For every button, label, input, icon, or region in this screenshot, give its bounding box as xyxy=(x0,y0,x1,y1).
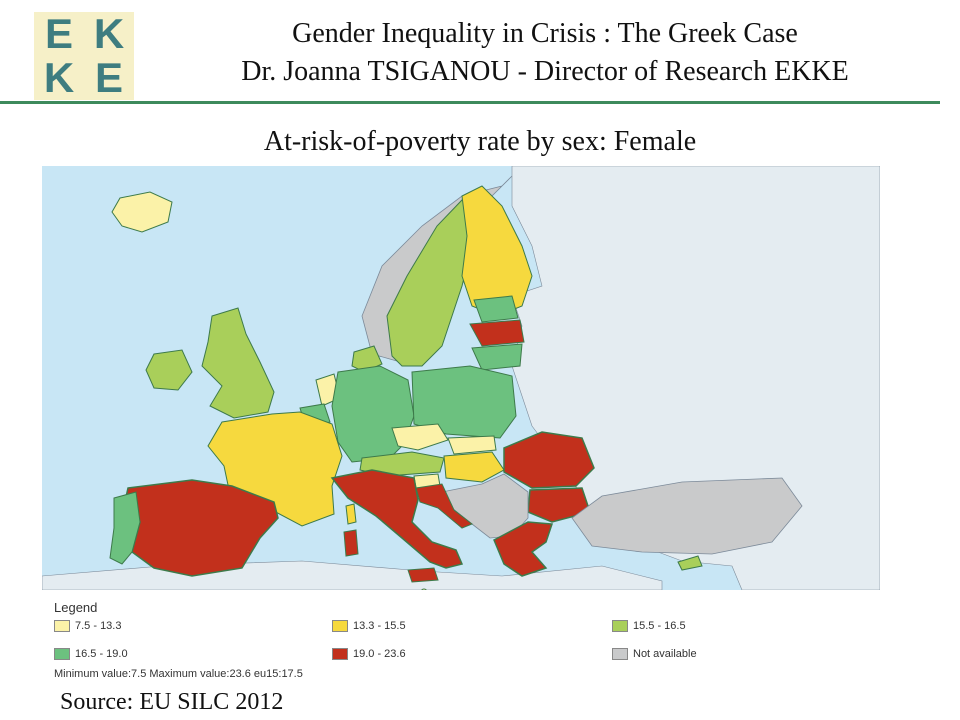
legend-label: 15.5 - 16.5 xyxy=(633,620,686,632)
legend-label: 19.0 - 23.6 xyxy=(353,648,406,660)
country-romania xyxy=(503,431,595,489)
legend-item: 16.5 - 19.0 xyxy=(54,648,128,660)
country-latvia xyxy=(469,319,525,347)
country-hungary xyxy=(443,451,505,483)
country-portugal xyxy=(109,491,141,565)
legend-item: 13.3 - 15.5 xyxy=(332,620,406,632)
logo-letter: K xyxy=(43,54,75,101)
header-divider xyxy=(0,101,940,104)
slide-title: Gender Inequality in Crisis : The Greek … xyxy=(292,18,798,49)
logo-letter: E xyxy=(44,10,73,57)
country-italy-sicily xyxy=(407,567,439,583)
country-czech-republic xyxy=(391,423,449,451)
country-cyprus xyxy=(677,555,703,571)
legend-swatch xyxy=(612,648,628,660)
country-france-corsica xyxy=(345,503,357,525)
country-germany xyxy=(331,365,415,463)
country-estonia xyxy=(473,295,519,323)
legend-item: 19.0 - 23.6 xyxy=(332,648,406,660)
legend-item: 7.5 - 13.3 xyxy=(54,620,121,632)
logo-letter: K xyxy=(93,10,125,57)
legend-note: Minimum value:7.5 Maximum value:23.6 eu1… xyxy=(54,668,303,680)
legend-swatch xyxy=(612,620,628,632)
country-iceland xyxy=(111,191,173,233)
legend-swatch xyxy=(54,620,70,632)
europe-map xyxy=(42,166,880,590)
slide-subtitle: Dr. Joanna TSIGANOU - Director of Resear… xyxy=(241,56,849,87)
map-legend: Legend 7.5 - 13.3 13.3 - 15.5 15.5 - 16.… xyxy=(42,596,880,682)
legend-label: 13.3 - 15.5 xyxy=(353,620,406,632)
legend-title: Legend xyxy=(54,600,98,615)
legend-item: 15.5 - 16.5 xyxy=(612,620,686,632)
country-italy-sardinia xyxy=(343,529,359,557)
map-title: At-risk-of-poverty rate by sex: Female xyxy=(263,126,697,157)
logo-letter: E xyxy=(94,54,123,101)
country-slovakia xyxy=(447,435,497,455)
country-croatia xyxy=(415,483,473,529)
country-ireland xyxy=(145,349,193,391)
country-malta xyxy=(421,588,427,590)
source-note: Source: EU SILC 2012 xyxy=(60,689,284,715)
legend-swatch xyxy=(332,620,348,632)
legend-label: 16.5 - 19.0 xyxy=(75,648,128,660)
country-greece xyxy=(493,521,554,577)
country-austria xyxy=(359,451,445,477)
legend-swatch xyxy=(54,648,70,660)
legend-swatch xyxy=(332,648,348,660)
country-uk xyxy=(201,307,275,419)
legend-label: Not available xyxy=(633,648,697,660)
legend-item: Not available xyxy=(612,648,697,660)
country-finland xyxy=(461,185,533,317)
legend-label: 7.5 - 13.3 xyxy=(75,620,122,632)
country-lithuania xyxy=(471,343,523,371)
ekke-logo: E K K E xyxy=(34,12,134,100)
country-italy xyxy=(330,469,464,569)
country-turkey xyxy=(571,477,803,555)
